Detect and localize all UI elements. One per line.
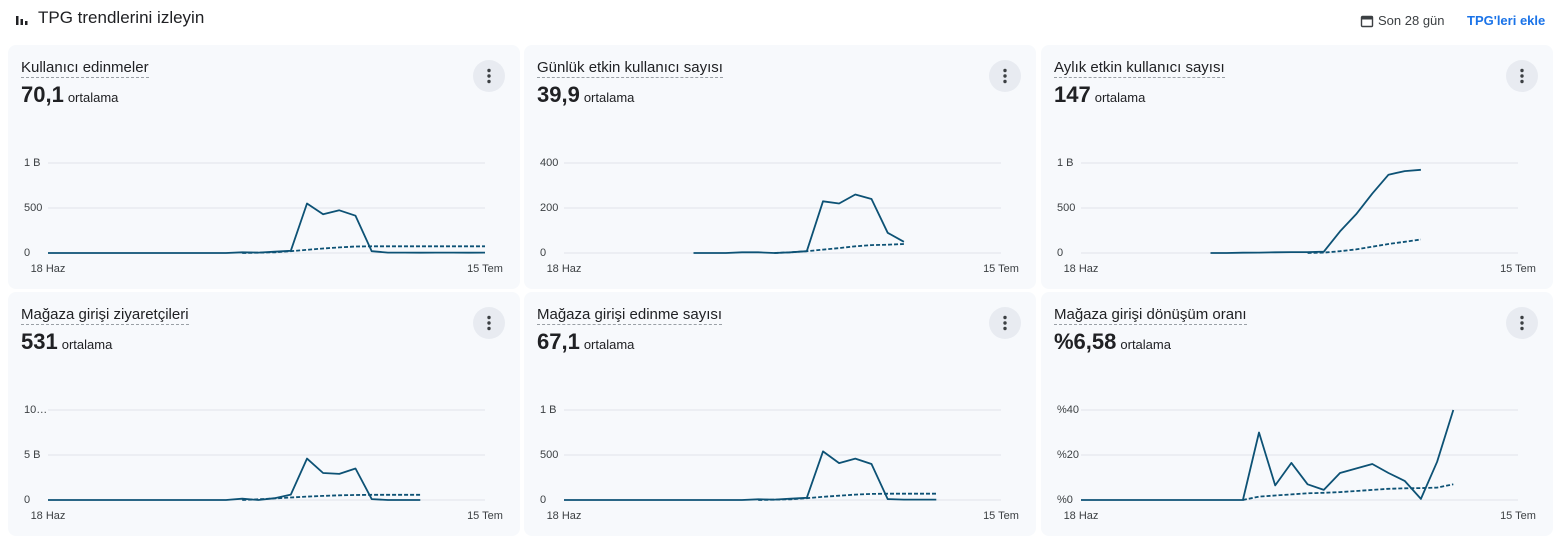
average: %6,58 ortalama	[1054, 329, 1171, 355]
x-tick-label: 15 Tem	[983, 510, 1019, 522]
average-label: ortalama	[583, 90, 635, 105]
average-label: ortalama	[583, 337, 635, 352]
data-line	[564, 450, 937, 501]
trend-line	[774, 243, 904, 254]
menu-button[interactable]	[989, 60, 1021, 92]
menu-icon	[1003, 315, 1007, 331]
x-tick-label: 18 Haz	[1064, 510, 1099, 522]
header-icon	[16, 16, 28, 25]
menu-icon	[487, 68, 491, 84]
header-title: TPG trendlerini izleyin	[38, 8, 205, 27]
metric-card: 0 500 1 B 18 Haz 15 Tem Kullanıcı edinmeler 70…	[8, 45, 520, 289]
x-tick-label: 18 Haz	[31, 263, 66, 275]
trend-line	[1242, 483, 1454, 501]
y-tick-label: 1 B	[540, 404, 557, 416]
menu-icon	[1520, 68, 1524, 84]
x-tick-label: 18 Haz	[547, 263, 582, 275]
x-tick-label: 18 Haz	[1064, 263, 1099, 275]
line-chart: 0 500 1 B 18 Haz 15 Tem	[540, 404, 1019, 522]
date-range[interactable]: Son 28 gün	[1378, 13, 1445, 28]
menu-icon	[1520, 315, 1524, 331]
y-tick-label: %20	[1057, 449, 1079, 461]
average-label: ortalama	[67, 90, 119, 105]
y-tick-label: 1 B	[24, 157, 41, 169]
line-chart: 0 200 400 18 Haz 15 Tem	[540, 157, 1019, 275]
y-tick-label: 500	[24, 202, 42, 214]
average: 70,1 ortalama	[21, 82, 118, 108]
x-tick-label: 15 Tem	[1500, 263, 1536, 275]
x-tick-label: 15 Tem	[467, 263, 503, 275]
line-chart: 0 500 1 B 18 Haz 15 Tem	[1057, 157, 1536, 275]
x-tick-label: 18 Haz	[547, 510, 582, 522]
average-value: 39,9	[537, 82, 580, 107]
menu-button[interactable]	[1506, 60, 1538, 92]
line-chart: %0 %20 %40 18 Haz 15 Tem	[1057, 404, 1536, 522]
y-tick-label: 5 B	[24, 449, 41, 461]
line-chart: 0 500 1 B 18 Haz 15 Tem	[24, 157, 503, 275]
trend-line	[1307, 238, 1422, 254]
menu-icon	[1003, 68, 1007, 84]
card-title: Kullanıcı edinmeler	[21, 59, 149, 78]
x-tick-label: 15 Tem	[1500, 510, 1536, 522]
add-button[interactable]: TPG'leri ekle	[1467, 13, 1546, 28]
average: 67,1 ortalama	[537, 329, 634, 355]
average-value: 531	[21, 329, 58, 354]
metric-card: 0 500 1 B 18 Haz 15 Tem Aylık etkin kullanıcı…	[1041, 45, 1553, 289]
metric-card: 0 5 B 10… 18 Haz 15 Tem Mağaza girişi ziyaret…	[8, 292, 520, 536]
average-label: ortalama	[1120, 337, 1171, 352]
y-tick-label: %0	[1057, 494, 1073, 506]
average-label: ortalama	[61, 337, 113, 352]
x-tick-label: 18 Haz	[31, 510, 66, 522]
y-tick-label: 1 B	[1057, 157, 1074, 169]
menu-button[interactable]	[473, 307, 505, 339]
menu-button[interactable]	[989, 307, 1021, 339]
y-tick-label: 400	[540, 157, 558, 169]
card-title: Günlük etkin kullanıcı sayısı	[537, 59, 723, 78]
average: 531 ortalama	[21, 329, 112, 355]
card-title: Mağaza girişi dönüşüm oranı	[1054, 306, 1247, 325]
y-tick-label: 500	[540, 449, 558, 461]
data-line	[48, 457, 421, 501]
data-line	[1081, 409, 1455, 501]
card-title: Mağaza girişi edinme sayısı	[537, 306, 723, 325]
metric-card: 0 500 1 B 18 Haz 15 Tem Mağaza girişi edinme …	[524, 292, 1036, 536]
y-tick-label: 0	[24, 247, 30, 259]
line-chart: 0 5 B 10… 18 Haz 15 Tem	[24, 404, 503, 522]
y-tick-label: 0	[540, 494, 546, 506]
card-title: Aylık etkin kullanıcı sayısı	[1054, 59, 1225, 78]
average-label: ortalama	[1094, 90, 1146, 105]
y-tick-label: 200	[540, 202, 558, 214]
y-tick-label: %40	[1057, 404, 1079, 416]
menu-icon	[487, 315, 491, 331]
average-value: 67,1	[537, 329, 580, 354]
x-tick-label: 15 Tem	[983, 263, 1019, 275]
y-tick-label: 0	[1057, 247, 1063, 259]
y-tick-label: 0	[540, 247, 546, 259]
menu-button[interactable]	[473, 60, 505, 92]
data-line	[1210, 168, 1421, 254]
y-tick-label: 0	[24, 494, 30, 506]
average: 39,9 ortalama	[537, 82, 634, 108]
average: 147 ortalama	[1054, 82, 1145, 108]
menu-button[interactable]	[1506, 307, 1538, 339]
card-title: Mağaza girişi ziyaretçileri	[21, 306, 189, 325]
calendar-icon	[1360, 15, 1374, 28]
metric-card: 0 200 400 18 Haz 15 Tem Günlük etkin kullanıc…	[524, 45, 1036, 289]
average-value: 70,1	[21, 82, 64, 107]
metric-card: %0 %20 %40 18 Haz 15 Tem Mağaza girişi dönüşü…	[1041, 292, 1553, 536]
average-value: 147	[1054, 82, 1091, 107]
y-tick-label: 500	[1057, 202, 1075, 214]
y-tick-label: 10…	[24, 404, 47, 416]
average-value: %6,58	[1054, 329, 1117, 354]
x-tick-label: 15 Tem	[467, 510, 503, 522]
trend-line	[242, 245, 485, 254]
